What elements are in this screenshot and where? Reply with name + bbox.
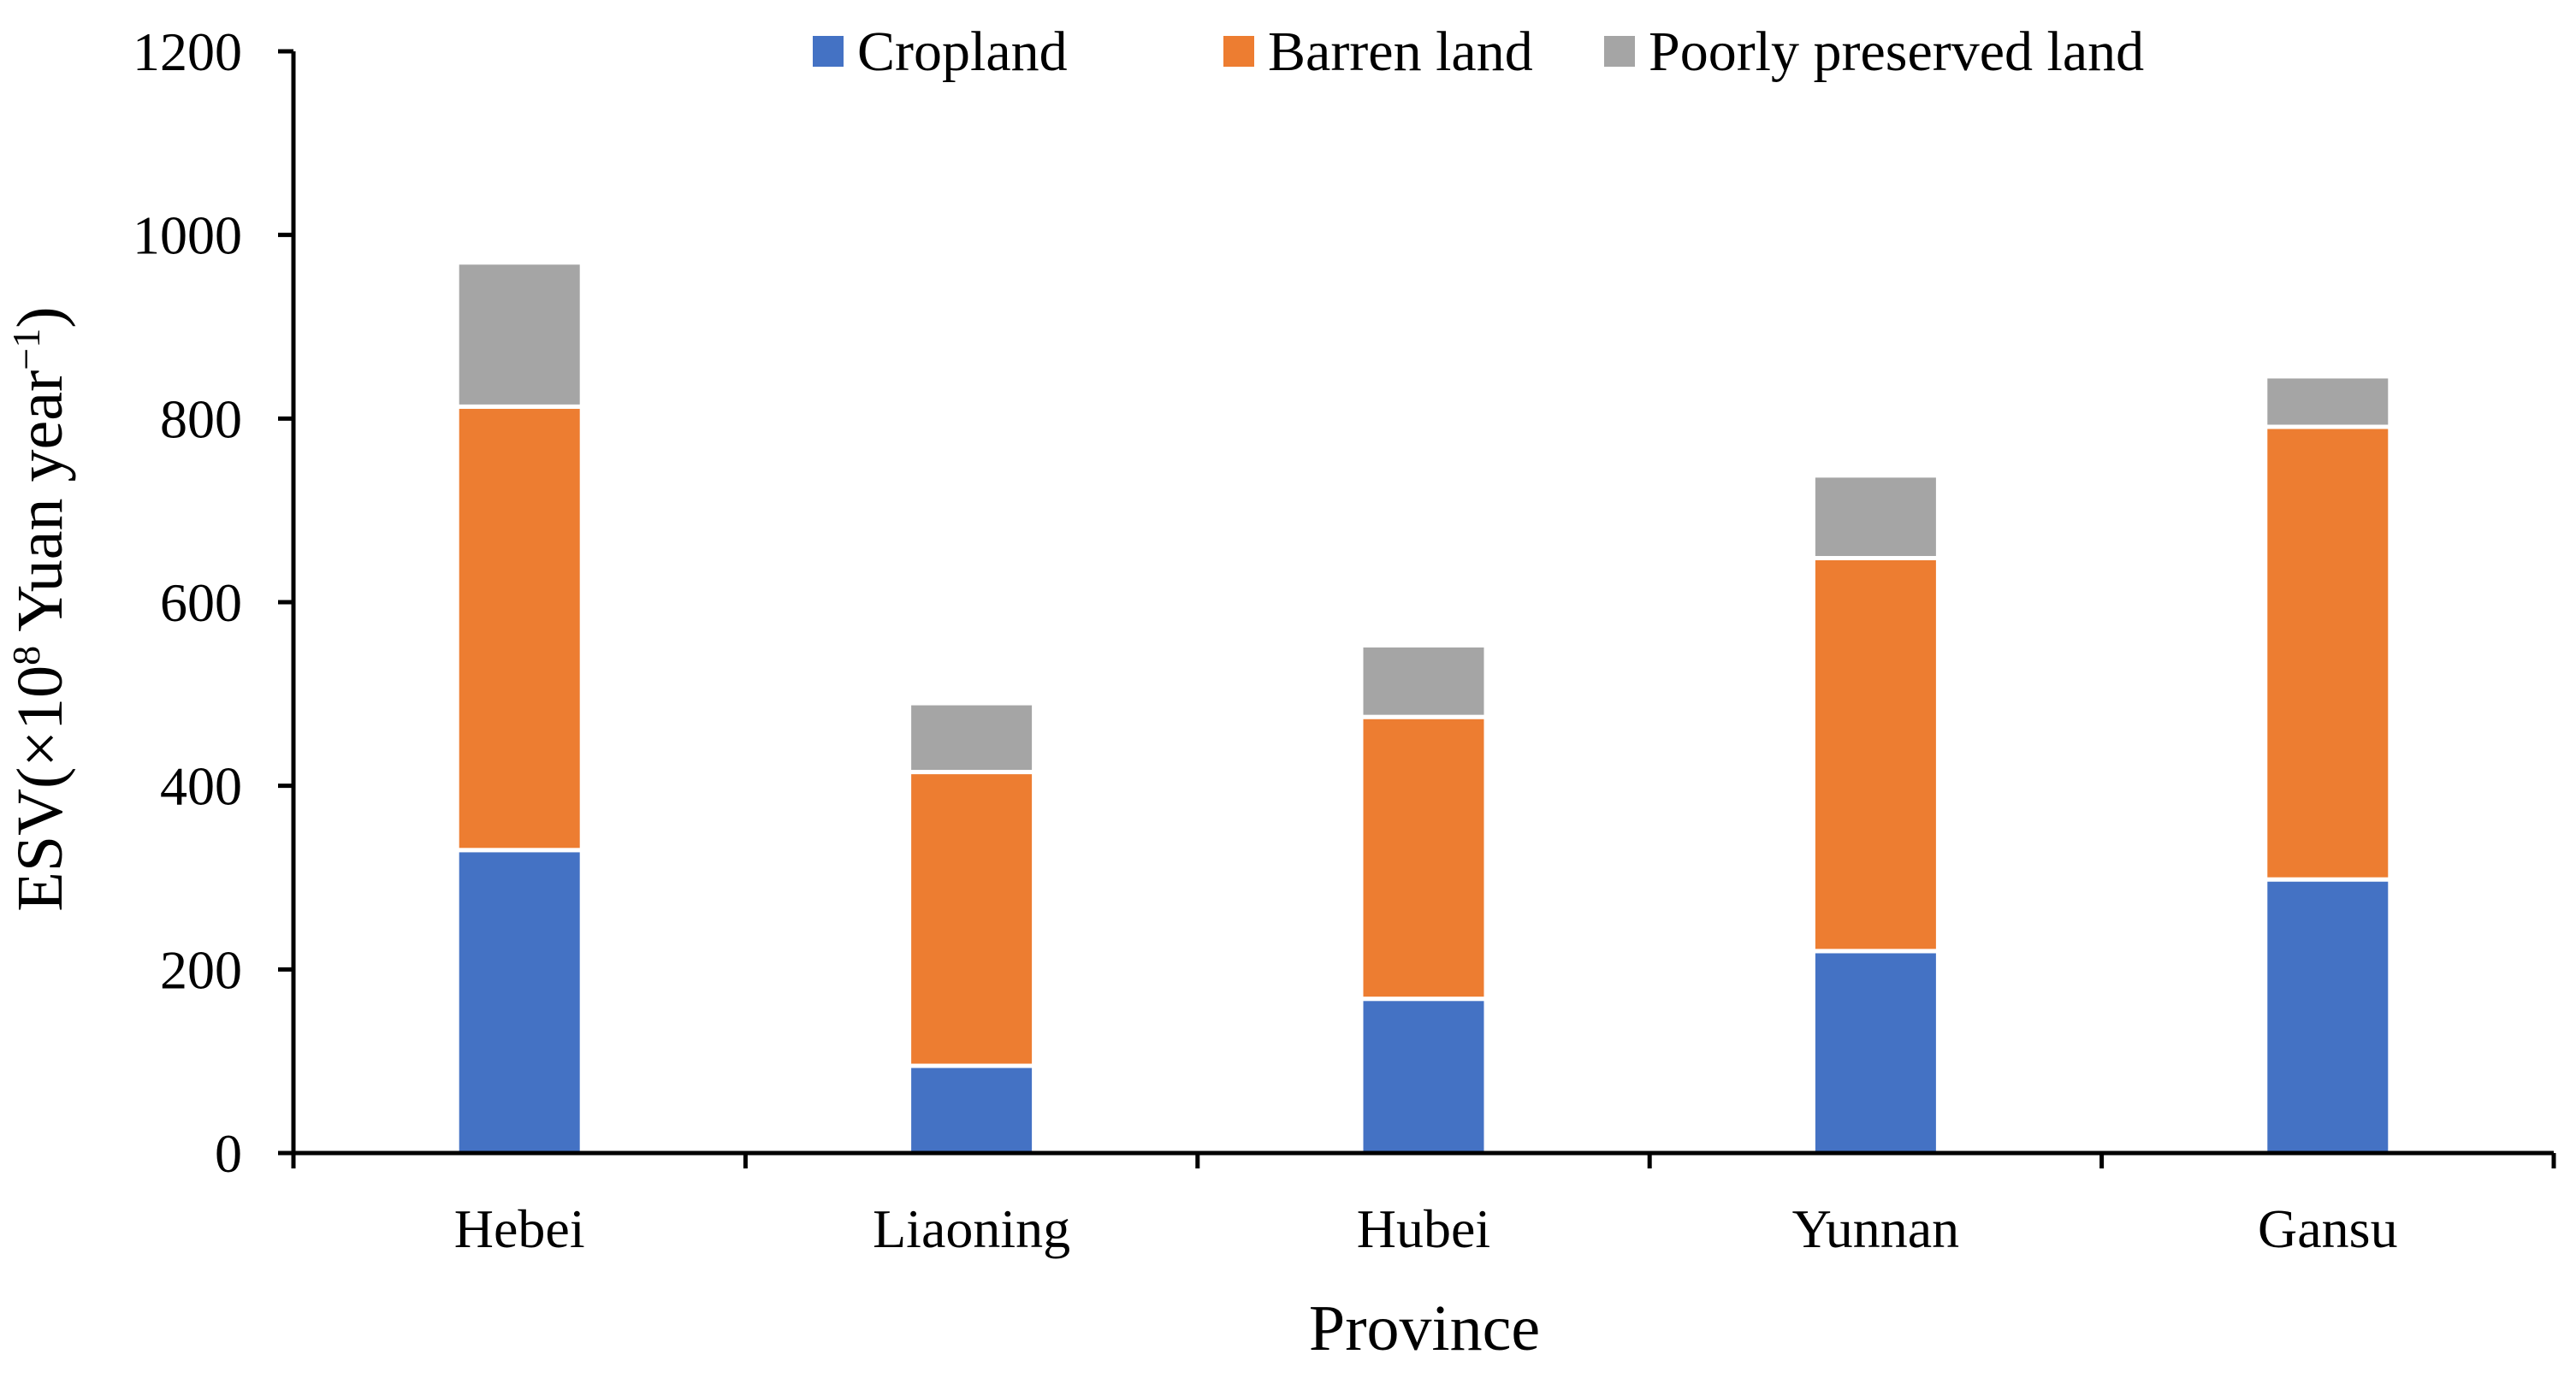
bar-gansu-poorly-preserved-land	[2263, 374, 2393, 429]
bar-liaoning-cropland	[907, 1063, 1037, 1156]
bar-hubei-poorly-preserved-land	[1359, 642, 1489, 719]
bar-gansu-barren-land	[2263, 424, 2393, 882]
bar-hebei-barren-land	[454, 404, 584, 853]
y-axis-title-exp: 8	[4, 646, 48, 665]
y-tick-label: 800	[160, 388, 242, 449]
x-tick-label-hubei: Hubei	[1357, 1198, 1490, 1259]
bar-liaoning-poorly-preserved-land	[907, 701, 1037, 775]
y-tick-label: 1200	[133, 21, 242, 82]
bar-yunnan-poorly-preserved-land	[1810, 473, 1940, 560]
y-axis-title-exp2: −1	[4, 328, 48, 370]
bar-liaoning-barren-land	[907, 770, 1037, 1068]
y-tick-label: 600	[160, 572, 242, 633]
y-tick-label: 1000	[133, 205, 242, 266]
bar-hebei-cropland	[454, 848, 584, 1156]
legend-swatch-cropland	[813, 36, 844, 67]
bar-gansu-cropland	[2263, 877, 2393, 1156]
legend-swatch-poorly-preserved-land	[1604, 36, 1635, 67]
y-axis-title-suffix: )	[4, 306, 76, 328]
legend-label-cropland: Cropland	[857, 21, 1068, 83]
x-tick-label-gansu: Gansu	[2258, 1198, 2398, 1259]
bars	[454, 260, 2393, 1156]
legend-label-poorly-preserved-land: Poorly preserved land	[1649, 21, 2144, 83]
y-tick-label: 0	[215, 1123, 242, 1184]
bar-hebei-poorly-preserved-land	[454, 260, 584, 409]
y-axis-ticks: 0 200 400 600 800 1000 1200	[133, 21, 293, 1184]
legend-label-barren-land: Barren land	[1268, 21, 1533, 83]
y-axis-title-prefix: ESV(×10	[4, 665, 76, 912]
y-axis-title-middle: Yuan year	[4, 370, 76, 646]
bar-yunnan-barren-land	[1810, 555, 1940, 954]
x-tick-label-yunnan: Yunnan	[1792, 1198, 1960, 1259]
bar-hubei-barren-land	[1359, 714, 1489, 1002]
legend: Cropland Barren land Poorly preserved land	[813, 21, 2144, 83]
bar-hubei-cropland	[1359, 997, 1489, 1156]
x-tick-label-hebei: Hebei	[454, 1198, 585, 1259]
x-axis-title: Province	[1309, 1292, 1540, 1364]
axes	[291, 51, 2556, 1168]
bar-yunnan-cropland	[1810, 949, 1940, 1156]
legend-swatch-barren-land	[1223, 36, 1254, 67]
x-axis-labels: Hebei Liaoning Hubei Yunnan Gansu	[454, 1198, 2398, 1259]
x-tick-label-liaoning: Liaoning	[873, 1198, 1070, 1259]
y-axis-title: ESV(×108 Yuan year−1)	[4, 306, 76, 911]
y-tick-label: 200	[160, 939, 242, 1000]
y-tick-label: 400	[160, 756, 242, 817]
